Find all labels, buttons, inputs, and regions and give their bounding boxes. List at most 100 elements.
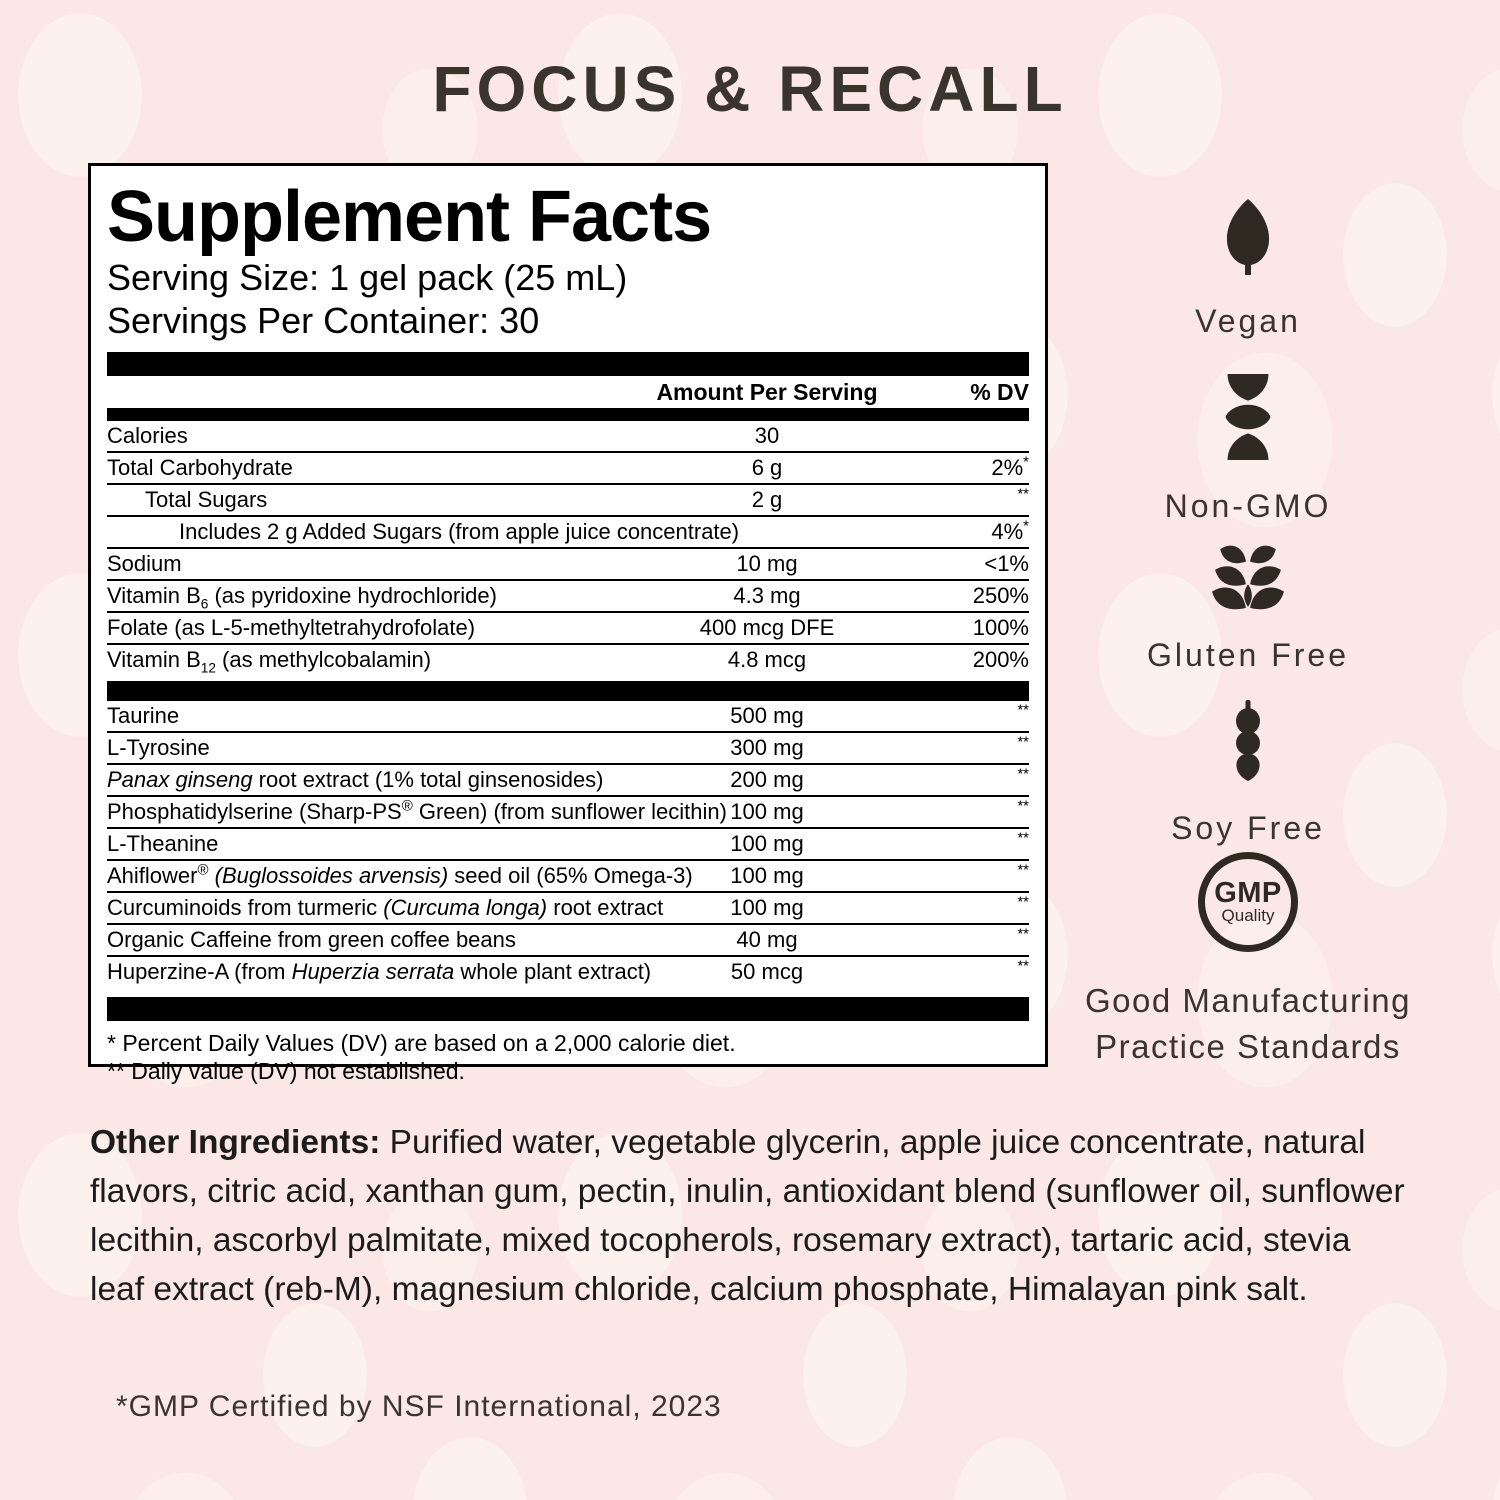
row-name: Sodium xyxy=(107,551,182,576)
other-ingredients-text: Purified water, vegetable glycerin, appl… xyxy=(90,1124,1405,1308)
row-dv: ** xyxy=(1017,701,1029,719)
divider-bar-bottom xyxy=(107,997,1029,1021)
badge-soy-free: Soy Free xyxy=(1052,700,1444,847)
row-name: Phosphatidylserine (Sharp-PS® Green) (fr… xyxy=(107,797,727,824)
table-row: Phosphatidylserine (Sharp-PS® Green) (fr… xyxy=(107,797,1029,829)
badge-label: Good Manufacturing Practice Standards xyxy=(1084,982,1411,1065)
nutrients-section: Calories 30 Total Carbohydrate 6 g 2%* Total … xyxy=(107,421,1029,675)
row-dv: ** xyxy=(1017,485,1029,503)
column-header-dv: % DV xyxy=(970,379,1029,405)
row-name: Organic Caffeine from green coffee beans xyxy=(107,927,516,952)
other-ingredients: Other Ingredients: Purified water, veget… xyxy=(90,1118,1405,1314)
row-dv: ** xyxy=(1017,765,1029,783)
row-amount: 2 g xyxy=(751,487,783,512)
table-header-row: Amount Per Serving % DV xyxy=(107,376,1029,408)
row-amount: 100 mg xyxy=(730,895,804,920)
row-amount: 100 mg xyxy=(730,799,804,824)
table-row: Panax ginseng root extract (1% total gin… xyxy=(107,765,1029,797)
footnotes: * Percent Daily Values (DV) are based on… xyxy=(107,1021,1029,1085)
table-row: Folate (as L-5-methyltetrahydrofolate) 40… xyxy=(107,613,1029,645)
badge-vegan: Vegan xyxy=(1052,197,1444,340)
row-amount: 100 mg xyxy=(730,831,804,856)
footnote-dv-not-established: ** Daily value (DV) not established. xyxy=(107,1058,465,1084)
row-name: Calories xyxy=(107,423,188,448)
row-name: L-Theanine xyxy=(107,831,219,856)
row-name: Total Carbohydrate xyxy=(107,455,293,480)
badge-gmp: GMP Quality Good Manufacturing Practice … xyxy=(1052,852,1444,1070)
table-row: L-Theanine 100 mg ** xyxy=(107,829,1029,861)
row-name: L-Tyrosine xyxy=(107,735,210,760)
row-name: Vitamin B6 (as pyridoxine hydrochloride) xyxy=(107,583,497,612)
row-amount: 30 xyxy=(754,423,780,448)
gmp-badge-subtext: Quality xyxy=(1221,906,1275,925)
table-row: Includes 2 g Added Sugars (from apple ju… xyxy=(107,517,1029,549)
row-dv: 200% xyxy=(972,647,1029,672)
gmp-badge-text: GMP xyxy=(1214,877,1282,909)
divider-bar-header xyxy=(107,408,1029,421)
badge-gluten-free: Gluten Free xyxy=(1052,537,1444,674)
row-amount: 100 mg xyxy=(730,863,804,888)
row-amount: 50 mcg xyxy=(730,959,804,984)
row-amount: 200 mg xyxy=(730,767,804,792)
table-row: Taurine 500 mg ** xyxy=(107,701,1029,733)
badge-label: Non-GMO xyxy=(1164,488,1332,524)
serving-size-text: Serving Size: 1 gel pack (25 mL) xyxy=(107,257,628,298)
row-name: Huperzine-A (from Huperzia serrata whole… xyxy=(107,959,652,984)
table-row: Organic Caffeine from green coffee beans… xyxy=(107,925,1029,957)
row-dv: ** xyxy=(1017,797,1029,815)
row-name: Includes 2 g Added Sugars (from apple ju… xyxy=(179,519,740,544)
row-amount: 400 mcg DFE xyxy=(699,615,835,640)
row-dv: ** xyxy=(1017,957,1029,975)
other-ingredients-label: Other Ingredients: xyxy=(90,1124,381,1161)
row-dv: ** xyxy=(1017,733,1029,751)
badge-label: Vegan xyxy=(1195,303,1301,339)
row-name: Panax ginseng root extract (1% total gin… xyxy=(107,767,604,792)
table-row: Ahiflower® (Buglossoides arvensis) seed … xyxy=(107,861,1029,893)
table-row: L-Tyrosine 300 mg ** xyxy=(107,733,1029,765)
footnote-daily-values: * Percent Daily Values (DV) are based on… xyxy=(107,1030,736,1056)
row-name: Taurine xyxy=(107,703,180,728)
row-dv: ** xyxy=(1017,861,1029,879)
row-dv: ** xyxy=(1017,893,1029,911)
servings-per-container-text: Servings Per Container: 30 xyxy=(107,300,540,341)
column-header-amount: Amount Per Serving xyxy=(656,379,878,405)
row-dv: <1% xyxy=(984,551,1029,576)
row-name: Ahiflower® (Buglossoides arvensis) seed … xyxy=(107,861,693,888)
supplement-facts-panel: Supplement Facts Serving Size: 1 gel pac… xyxy=(88,163,1048,1084)
row-dv: 250% xyxy=(972,583,1029,608)
row-dv: 4%* xyxy=(991,517,1029,544)
row-dv: ** xyxy=(1017,925,1029,943)
badge-label: Soy Free xyxy=(1171,810,1325,846)
row-amount: 4.3 mg xyxy=(733,583,801,608)
soy-pod-icon xyxy=(1236,700,1260,781)
actives-section: Taurine 500 mg ** L-Tyrosine 300 mg ** Panax g… xyxy=(107,701,1029,987)
row-name: Curcuminoids from turmeric (Curcuma long… xyxy=(107,895,664,920)
row-amount: 500 mg xyxy=(730,703,804,728)
badge-non-gmo: Non-GMO xyxy=(1052,372,1444,525)
row-name: Folate (as L-5-methyltetrahydrofolate) xyxy=(107,615,476,640)
row-name: Vitamin B12 (as methylcobalamin) xyxy=(107,647,432,676)
row-dv: 100% xyxy=(972,615,1029,640)
row-amount: 300 mg xyxy=(730,735,804,760)
table-row: Total Sugars 2 g ** xyxy=(107,485,1029,517)
table-row: Calories 30 xyxy=(107,421,1029,453)
badge-label: Gluten Free xyxy=(1147,637,1349,673)
row-amount: 6 g xyxy=(751,455,783,480)
table-row: Vitamin B12 (as methylcobalamin) 4.8 mcg 2… xyxy=(107,645,1029,675)
row-name: Total Sugars xyxy=(145,487,268,512)
row-dv: ** xyxy=(1017,829,1029,847)
supplement-facts-heading: Supplement Facts xyxy=(107,177,712,257)
leaf-icon xyxy=(1226,199,1270,275)
row-dv: 2%* xyxy=(991,453,1029,480)
gmp-certified-note: *GMP Certified by NSF International, 202… xyxy=(116,1390,722,1423)
wheat-icon xyxy=(1212,545,1284,610)
table-row: Curcuminoids from turmeric (Curcuma long… xyxy=(107,893,1029,925)
row-amount: 40 mg xyxy=(736,927,798,952)
table-row: Sodium 10 mg <1% xyxy=(107,549,1029,581)
gmp-badge-icon: GMP Quality xyxy=(1198,852,1298,952)
table-row: Huperzine-A (from Huperzia serrata whole… xyxy=(107,957,1029,987)
divider-bar-top xyxy=(107,352,1029,376)
page-title: FOCUS & RECALL xyxy=(432,53,1068,125)
dna-icon xyxy=(1225,374,1271,460)
